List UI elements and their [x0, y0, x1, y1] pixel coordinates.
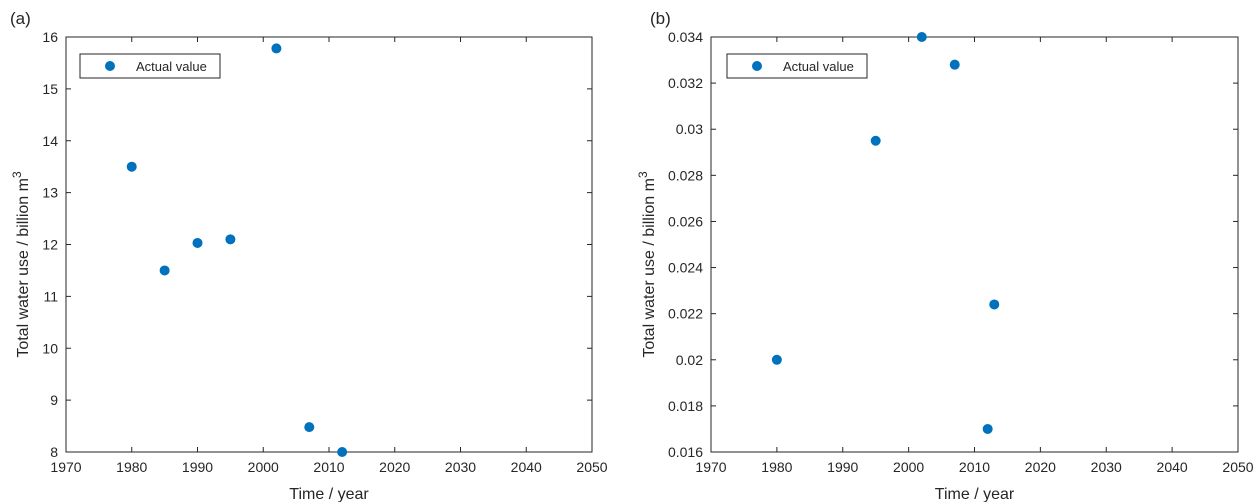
- x-tick-label: 2010: [959, 459, 990, 475]
- data-point: [225, 234, 235, 244]
- x-tick-label: 1980: [761, 459, 792, 475]
- y-tick-label: 0.022: [668, 306, 703, 322]
- data-point: [304, 422, 314, 432]
- x-tick-label: 2030: [445, 459, 476, 475]
- y-tick-label: 0.024: [668, 260, 703, 276]
- y-tick-label: 0.028: [668, 167, 703, 183]
- y-tick-label: 0.016: [668, 444, 703, 460]
- x-axis-title: Time / year: [289, 486, 369, 502]
- y-axis-title-text: Total water use / billion m: [15, 178, 32, 358]
- y-tick-label: 12: [42, 237, 58, 253]
- legend-label: Actual value: [136, 59, 207, 74]
- x-tick-label: 2000: [248, 459, 279, 475]
- data-point: [337, 447, 347, 457]
- y-axis-title-superscript: 3: [636, 171, 650, 178]
- y-tick-label: 0.032: [668, 75, 703, 91]
- y-axis-title: Total water use / billion m3: [10, 171, 32, 358]
- plot-area-frame: [711, 37, 1238, 452]
- y-tick-label: 0.018: [668, 398, 703, 414]
- y-tick-label: 9: [50, 392, 58, 408]
- x-tick-label: 1970: [50, 459, 81, 475]
- x-tick-label: 2030: [1091, 459, 1122, 475]
- x-tick-label: 2050: [576, 459, 607, 475]
- data-point: [160, 265, 170, 275]
- x-tick-label: 2000: [893, 459, 924, 475]
- y-tick-label: 15: [42, 81, 58, 97]
- data-point: [917, 32, 927, 42]
- x-tick-label: 1970: [695, 459, 726, 475]
- x-tick-label: 2020: [1025, 459, 1056, 475]
- plot-area-frame: [66, 37, 592, 452]
- data-point: [989, 299, 999, 309]
- x-tick-label: 2010: [313, 459, 344, 475]
- chart-panel-a: 1970 1980 1990 2000 2010 2020 2030 2040 2050 8 9 10…: [10, 9, 608, 502]
- legend-label: Actual value: [783, 59, 854, 74]
- y-axis-title-superscript: 3: [10, 171, 24, 178]
- data-point: [193, 238, 203, 248]
- y-tick-label: 11: [43, 288, 58, 304]
- x-tick-label: 1990: [827, 459, 858, 475]
- x-tick-label: 2040: [1157, 459, 1188, 475]
- chart-panel-b: 1970 1980 1990 2000 2010 2020 2030 2040 2050 0.01…: [636, 9, 1254, 502]
- y-tick-label: 13: [42, 185, 58, 201]
- data-point: [127, 162, 137, 172]
- legend-marker: [752, 61, 762, 71]
- panel-label: (b): [650, 9, 671, 28]
- data-point: [871, 136, 881, 146]
- x-tick-label: 1990: [182, 459, 213, 475]
- data-point: [271, 43, 281, 53]
- y-tick-label: 16: [42, 29, 58, 45]
- data-point: [950, 60, 960, 70]
- legend-marker: [105, 61, 115, 71]
- y-axis-title: Total water use / billion m3: [636, 171, 658, 358]
- data-point: [772, 355, 782, 365]
- data-point: [983, 424, 993, 434]
- x-tick-label: 2040: [511, 459, 542, 475]
- x-axis-title: Time / year: [935, 486, 1015, 502]
- y-tick-label: 10: [42, 340, 58, 356]
- panel-label: (a): [10, 9, 31, 28]
- y-tick-label: 0.026: [668, 213, 703, 229]
- x-tick-label: 2020: [379, 459, 410, 475]
- y-tick-label: 0.034: [668, 29, 703, 45]
- y-tick-label: 14: [42, 133, 58, 149]
- y-tick-label: 0.02: [676, 352, 703, 368]
- legend: Actual value: [727, 54, 867, 78]
- y-axis-title-text: Total water use / billion m: [641, 178, 658, 358]
- x-tick-label: 1980: [116, 459, 147, 475]
- legend: Actual value: [80, 54, 220, 78]
- y-tick-label: 8: [50, 444, 58, 460]
- x-tick-label: 2050: [1222, 459, 1253, 475]
- y-tick-label: 0.03: [676, 121, 703, 137]
